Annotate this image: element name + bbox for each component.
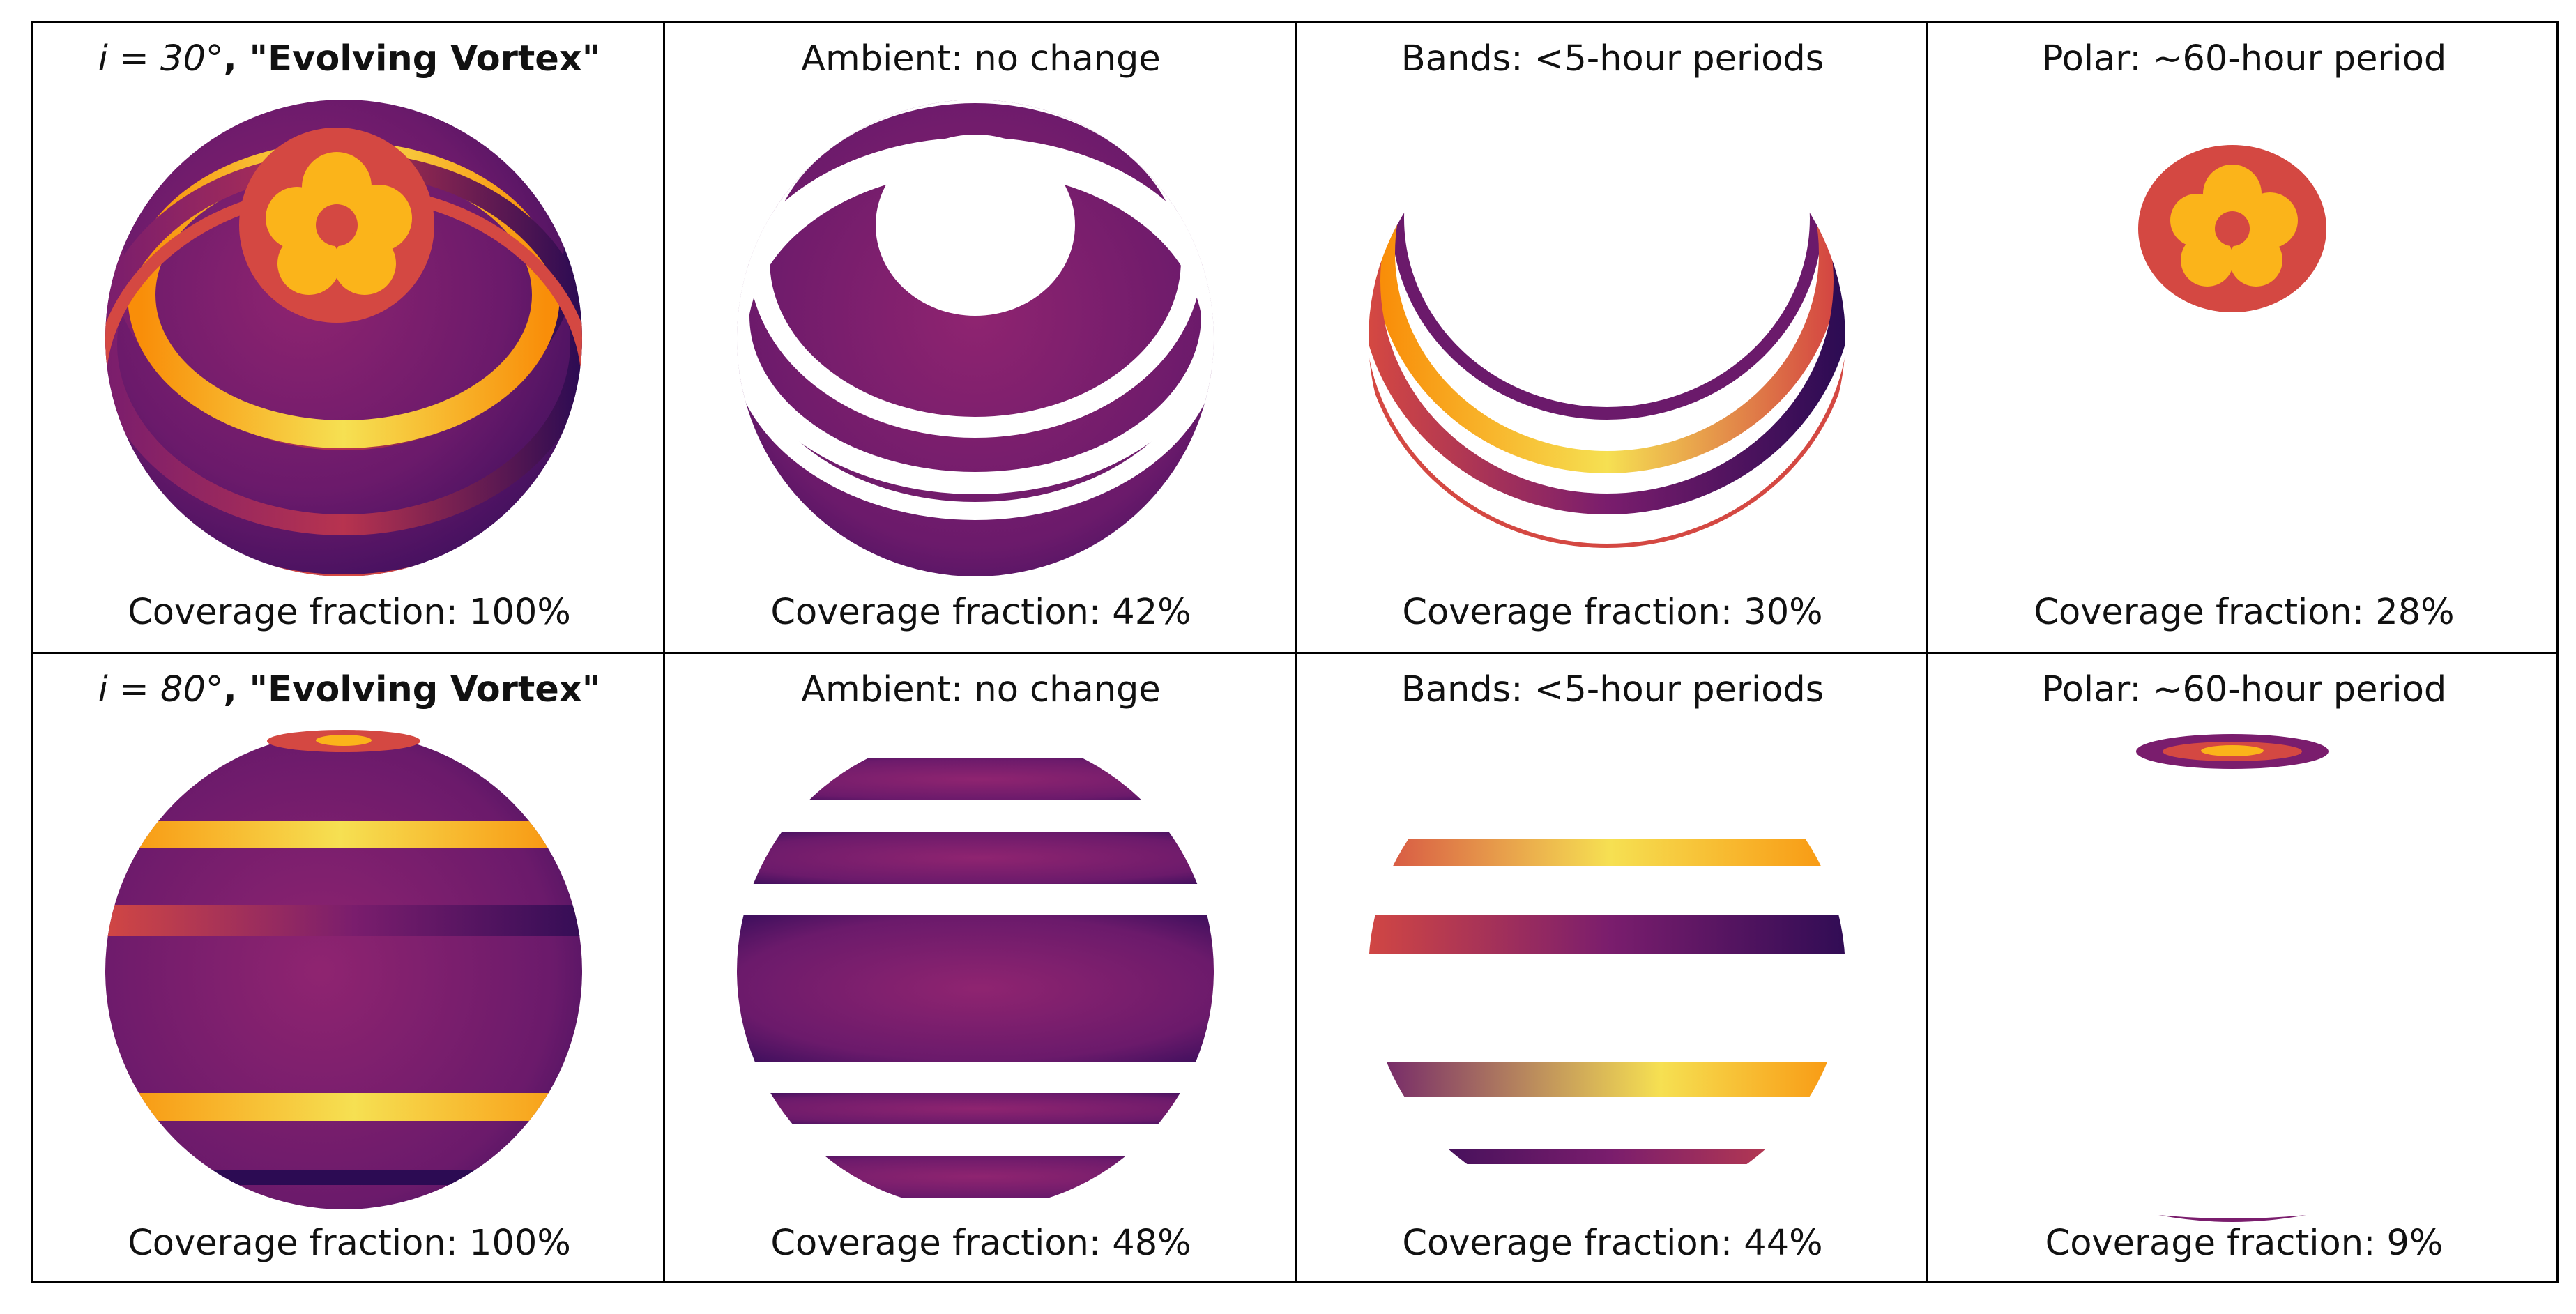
globe-disk	[105, 733, 582, 1209]
panel-title: Polar: ~60-hour period	[2041, 669, 2447, 710]
panel-title: Ambient: no change	[801, 38, 1161, 79]
band-ring	[1369, 100, 1845, 514]
panel-i80-full: i = 80°, "Evolving Vortex" Coverage frac…	[33, 654, 665, 1285]
coverage-label: Coverage fraction: 9%	[2045, 1223, 2444, 1264]
coverage-label: Coverage fraction: 30%	[1402, 592, 1823, 633]
coverage-label: Coverage fraction: 28%	[2034, 592, 2455, 633]
coverage-label: Coverage fraction: 100%	[128, 592, 571, 633]
globe-i80-bands	[1369, 839, 1845, 1164]
globe-i30-full	[105, 100, 582, 576]
band-stripe	[105, 1170, 582, 1185]
globe-i80-polar	[2136, 734, 2329, 1222]
panel-grid: i = 30°, "Evolving Vortex" Coverage frac…	[31, 21, 2559, 1283]
band-stripe	[1369, 915, 1845, 954]
ambient-band	[737, 758, 1214, 800]
panel-i80-ambient: Ambient: no change Coverage fraction: 48…	[665, 654, 1297, 1285]
ambient-band	[737, 832, 1214, 884]
globe-i30-ambient	[737, 100, 1214, 576]
panel-i80-polar: Polar: ~60-hour period Coverage fraction…	[1928, 654, 2560, 1285]
band-ring	[1392, 100, 1822, 420]
globe-i80-ambient	[737, 758, 1214, 1198]
panel-i80-bands: Bands: <5-hour periods Coverage fraction…	[1297, 654, 1928, 1285]
band-ring	[1369, 100, 1845, 548]
south-polar-sliver	[2158, 1215, 2306, 1222]
panel-i30-full: i = 30°, "Evolving Vortex" Coverage frac…	[33, 23, 665, 654]
band-stripe	[1369, 839, 1845, 866]
globe-i30-bands	[1369, 100, 1845, 548]
panel-i30-ambient: Ambient: no change Coverage fraction: 42…	[665, 23, 1297, 654]
coverage-label: Coverage fraction: 42%	[770, 592, 1191, 633]
inclination-label: i = 80°	[98, 669, 224, 710]
globe-i80-full	[105, 730, 582, 1209]
model-name-label: , "Evolving Vortex"	[223, 38, 601, 79]
panel-i30-bands: Bands: <5-hour periods Coverage fraction…	[1297, 23, 1928, 654]
band-stripe	[1369, 1062, 1845, 1097]
globe-i30-polar	[2138, 145, 2326, 312]
vortex-cluster	[2170, 165, 2298, 287]
panel-title: Bands: <5-hour periods	[1401, 38, 1824, 79]
grid-divider	[33, 652, 2556, 654]
band-stripe	[1369, 1149, 1845, 1164]
coverage-label: Coverage fraction: 48%	[770, 1223, 1191, 1264]
band-stripe	[105, 1093, 582, 1121]
band-ring	[1373, 100, 1841, 473]
panel-title: Polar: ~60-hour period	[2041, 38, 2447, 79]
band-stripe	[105, 905, 582, 936]
panel-i30-polar: Polar: ~60-hour period Coverage fraction…	[1928, 23, 2560, 654]
panel-title: Bands: <5-hour periods	[1401, 669, 1824, 710]
coverage-label: Coverage fraction: 44%	[1402, 1223, 1823, 1264]
panel-title: i = 30°, "Evolving Vortex"	[33, 38, 665, 79]
coverage-label: Coverage fraction: 100%	[128, 1223, 571, 1264]
band-stripe	[105, 821, 582, 848]
model-name-label: , "Evolving Vortex"	[223, 669, 601, 710]
panel-title: Ambient: no change	[801, 669, 1161, 710]
inclination-label: i = 30°	[98, 38, 224, 79]
ambient-band	[737, 915, 1214, 1062]
vortex-cluster	[2201, 745, 2264, 756]
polar-gap	[876, 135, 1075, 316]
vortex-cluster	[266, 152, 412, 295]
panel-title: i = 80°, "Evolving Vortex"	[33, 669, 665, 710]
ambient-band	[737, 1093, 1214, 1124]
ambient-band	[737, 1156, 1214, 1198]
